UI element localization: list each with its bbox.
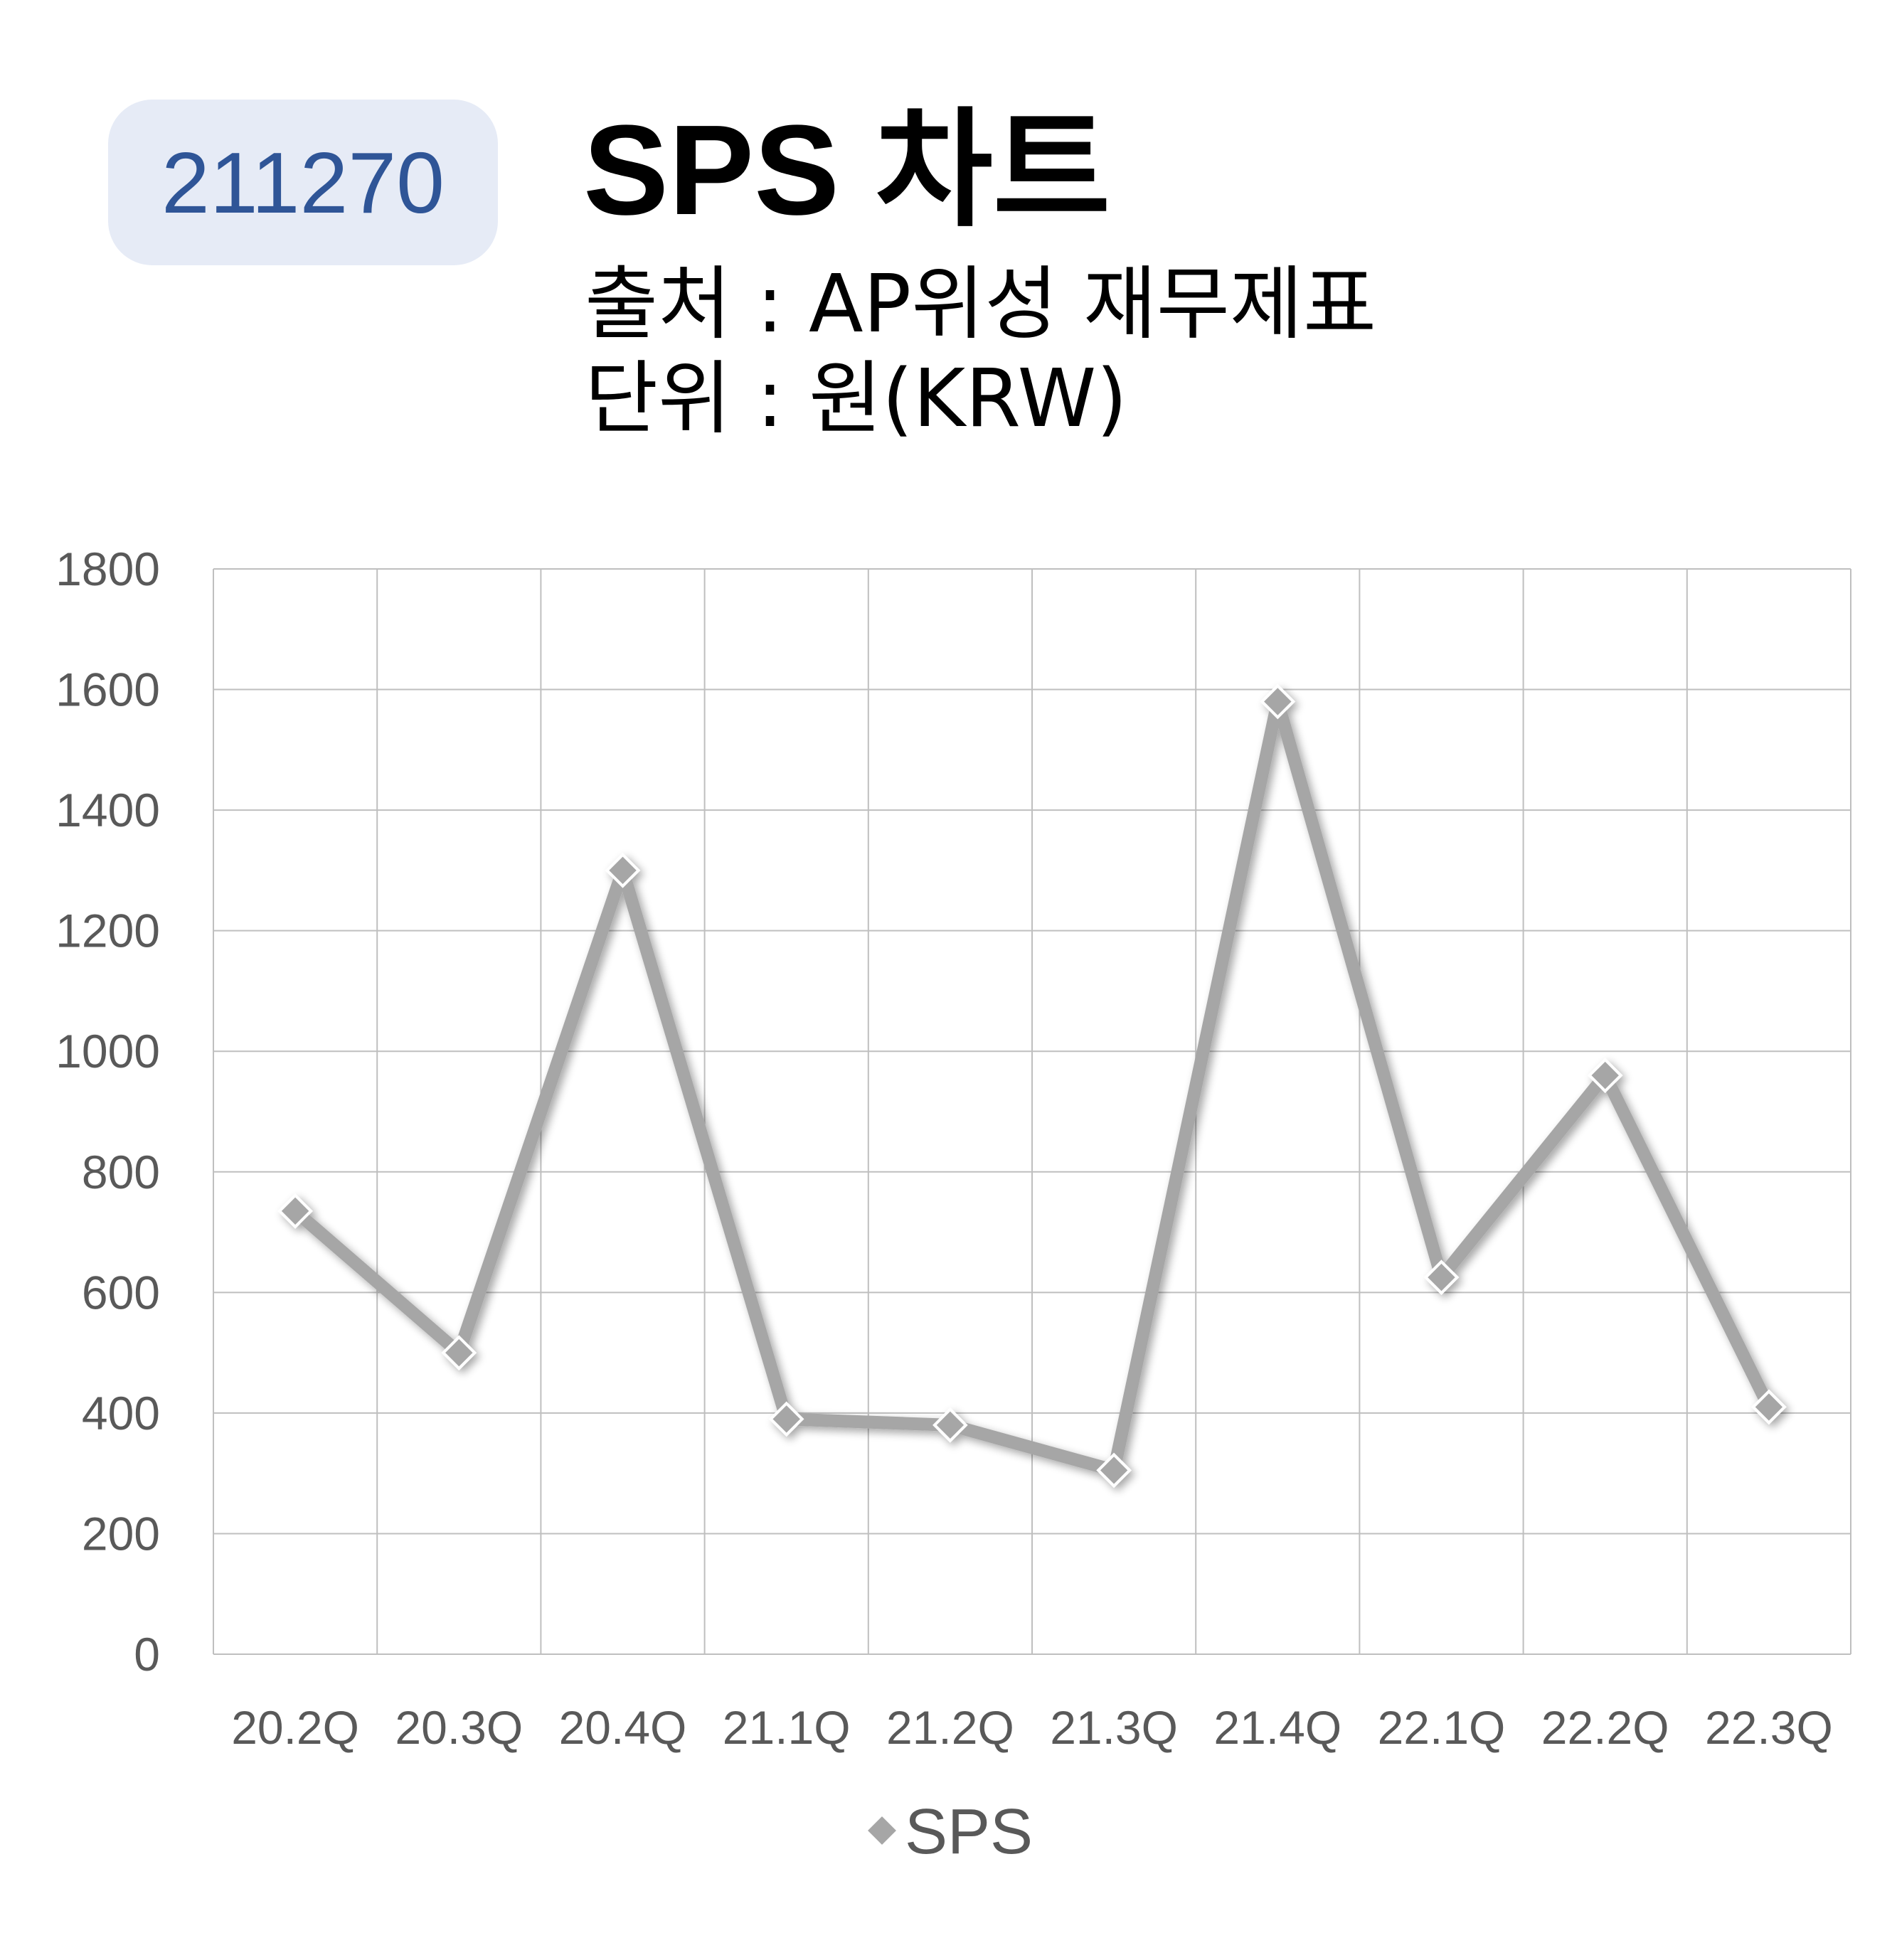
data-point-marker — [277, 1193, 313, 1229]
y-tick-label: 800 — [82, 1146, 160, 1198]
data-point-marker — [1096, 1452, 1132, 1488]
x-axis-ticks: 20.2Q 20.3Q 20.4Q 21.1Q 21.2Q 21.3Q 21.4Q 22.1Q… — [231, 1701, 1833, 1754]
stock-code-badge: 211270 — [108, 100, 498, 265]
x-tick-label: 20.4Q — [559, 1701, 687, 1754]
data-point-marker — [1751, 1389, 1787, 1425]
legend: SPS — [864, 1796, 1033, 1868]
y-tick-label: 400 — [82, 1387, 160, 1439]
x-tick-label: 22.3Q — [1705, 1701, 1833, 1754]
legend-label-sps: SPS — [905, 1796, 1033, 1868]
y-tick-label: 600 — [82, 1266, 160, 1319]
data-point-marker — [768, 1401, 804, 1437]
data-point-marker — [932, 1407, 968, 1443]
data-point-marker — [1587, 1058, 1623, 1093]
y-tick-label: 0 — [134, 1628, 160, 1681]
data-point-marker — [441, 1335, 477, 1370]
series-sps — [277, 683, 1787, 1488]
x-tick-label: 21.1Q — [723, 1701, 851, 1754]
y-axis-ticks: 0 200 400 600 800 1000 1200 1400 1600 1800 — [55, 543, 160, 1681]
x-tick-label: 21.3Q — [1050, 1701, 1178, 1754]
y-tick-label: 1600 — [55, 664, 160, 716]
x-tick-label: 21.2Q — [886, 1701, 1014, 1754]
x-tick-label: 22.1Q — [1378, 1701, 1506, 1754]
chart-title: SPS 차트 — [583, 99, 1111, 242]
data-point-marker — [1423, 1259, 1460, 1295]
series-line-sps — [289, 695, 1775, 1477]
x-tick-label: 21.4Q — [1213, 1701, 1341, 1754]
unit-label: 단위 : 원(KRW) — [585, 353, 1127, 445]
grid — [213, 568, 1851, 1655]
y-tick-label: 1200 — [55, 905, 160, 957]
y-tick-label: 1400 — [55, 784, 160, 836]
data-point-marker — [605, 853, 641, 888]
x-tick-label: 20.3Q — [395, 1701, 523, 1754]
legend-marker-sps — [864, 1813, 900, 1848]
source-label: 출처 : AP위성 재무제표 — [585, 258, 1377, 351]
x-tick-label: 22.2Q — [1541, 1701, 1669, 1754]
y-tick-label: 1000 — [55, 1025, 160, 1077]
y-tick-label: 200 — [82, 1507, 160, 1560]
x-tick-label: 20.2Q — [231, 1701, 359, 1754]
data-point-marker — [1260, 683, 1296, 720]
y-tick-label: 1800 — [55, 543, 160, 595]
